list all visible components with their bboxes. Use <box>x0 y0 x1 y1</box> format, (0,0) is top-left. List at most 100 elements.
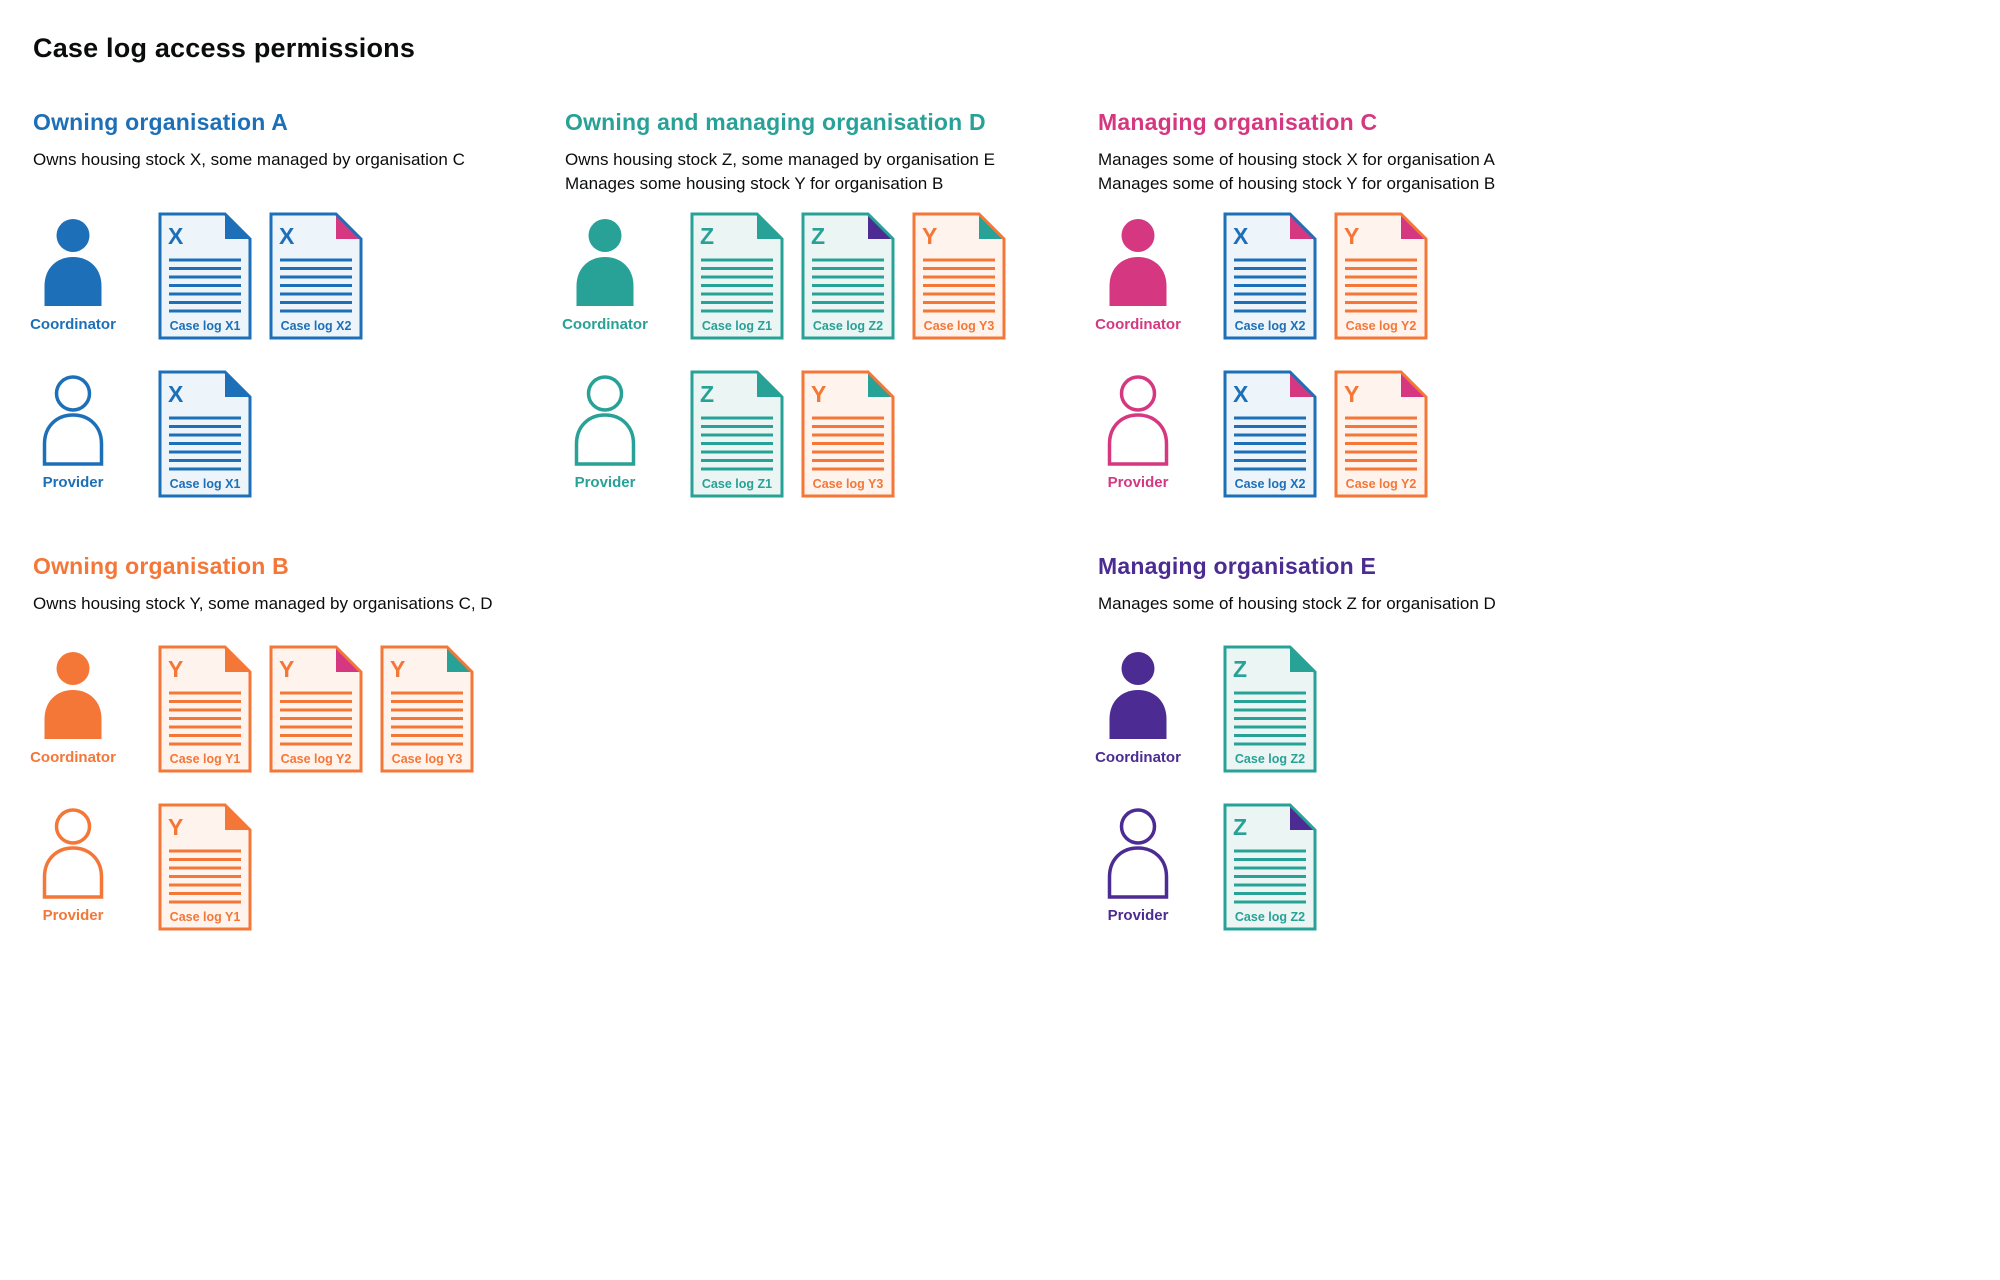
doc-border <box>380 645 474 773</box>
doc-label: Case log X2 <box>1235 319 1306 333</box>
doc-border <box>158 803 252 931</box>
document-icon: X Case log X2 <box>1223 212 1317 340</box>
person-coordinator: Coordinator <box>30 212 116 333</box>
doc-border <box>1223 803 1317 931</box>
doc-border <box>912 212 1006 340</box>
document-icon: Y Case log Y1 <box>158 803 252 931</box>
provider-icon <box>42 808 104 899</box>
permission-row-coordinator: Coordinator Y Case log Y1 Y Case log Y2 … <box>30 645 558 773</box>
case-log-doc: Z Case log Z1 <box>690 212 784 340</box>
coordinator-icon <box>1109 652 1167 739</box>
person-coordinator: Coordinator <box>1095 212 1181 333</box>
section-heading: Owning organisation A <box>33 109 289 135</box>
document-icon: Y Case log Y3 <box>380 645 474 773</box>
person-provider: Provider <box>1098 370 1178 491</box>
page-title: Case log access permissions <box>33 33 416 63</box>
org-section-owning-and-managing-organisation-d: Owning and managing organisation D Owns h… <box>562 108 1090 498</box>
case-log-doc: X Case log X2 <box>269 212 363 340</box>
role-label: Coordinator <box>562 316 648 333</box>
section-description-line: Manages some of housing stock Z for orga… <box>1098 594 1496 613</box>
doc-label: Case log Y2 <box>281 752 352 766</box>
doc-border <box>690 370 784 498</box>
doc-label: Case log X2 <box>281 319 352 333</box>
person-provider: Provider <box>33 803 113 924</box>
permission-row-provider: Provider Y Case log Y1 <box>33 803 558 931</box>
role-label: Provider <box>42 907 104 924</box>
provider-icon <box>1107 808 1169 899</box>
person-coordinator: Coordinator <box>30 645 116 766</box>
doc-label: Case log Z1 <box>702 319 772 333</box>
provider-icon <box>574 375 636 466</box>
doc-label: Case log Y1 <box>170 910 241 924</box>
permission-row-coordinator: Coordinator X Case log X2 Y Case log Y2 <box>1095 212 1578 340</box>
doc-label: Case log X1 <box>170 319 241 333</box>
section-description-line: Manages some of housing stock X for orga… <box>1098 150 1495 169</box>
document-icon: X Case log X2 <box>269 212 363 340</box>
case-log-doc: Y Case log Y2 <box>1334 212 1428 340</box>
document-icon: Z Case log Z1 <box>690 370 784 498</box>
doc-label: Case log Y2 <box>1346 477 1417 491</box>
case-log-doc: Y Case log Y1 <box>158 645 252 773</box>
document-icon: Y Case log Y2 <box>269 645 363 773</box>
case-log-doc: X Case log X1 <box>158 370 252 498</box>
section-description: Owns housing stock X, some managed by or… <box>33 148 538 196</box>
doc-letter: Y <box>168 656 183 682</box>
doc-letter: Y <box>168 814 183 840</box>
doc-letter: Y <box>922 223 937 249</box>
coordinator-icon <box>576 219 634 306</box>
role-label: Provider <box>1107 474 1169 491</box>
role-label: Provider <box>574 474 636 491</box>
role-label: Coordinator <box>1095 749 1181 766</box>
permission-row-provider: Provider Z Case log Z1 Y Case log Y3 <box>565 370 1090 498</box>
doc-border <box>1334 370 1428 498</box>
coordinator-icon <box>44 219 102 306</box>
doc-label: Case log Z1 <box>702 477 772 491</box>
doc-label: Case log Z2 <box>813 319 883 333</box>
role-label: Coordinator <box>1095 316 1181 333</box>
doc-border <box>1334 212 1428 340</box>
coordinator-icon <box>44 652 102 739</box>
section-description-line: Manages some housing stock Y for organis… <box>565 174 944 193</box>
section-description-line: Manages some of housing stock Y for orga… <box>1098 174 1496 193</box>
org-section-managing-organisation-c: Managing organisation C Manages some of h… <box>1095 108 1578 498</box>
doc-letter: Y <box>1344 381 1359 407</box>
case-log-doc: Z Case log Z2 <box>1223 803 1317 931</box>
document-icon: Z Case log Z2 <box>1223 645 1317 773</box>
provider-icon <box>1107 375 1169 466</box>
section-description: Manages some of housing stock X for orga… <box>1098 148 1578 196</box>
case-log-doc: Y Case log Y1 <box>158 803 252 931</box>
doc-letter: Z <box>700 381 714 407</box>
case-log-doc: Y Case log Y2 <box>1334 370 1428 498</box>
doc-border <box>801 370 895 498</box>
doc-letter: Y <box>811 381 826 407</box>
section-description-line: Owns housing stock X, some managed by or… <box>33 150 465 169</box>
doc-label: Case log Y3 <box>813 477 884 491</box>
person-provider: Provider <box>565 370 645 491</box>
doc-letter: Z <box>811 223 825 249</box>
section-description-line: Owns housing stock Z, some managed by or… <box>565 150 995 169</box>
coordinator-icon <box>1109 219 1167 306</box>
document-icon: Y Case log Y3 <box>912 212 1006 340</box>
permission-row-coordinator: Coordinator Z Case log Z2 <box>1095 645 1578 773</box>
case-log-doc: Y Case log Y3 <box>380 645 474 773</box>
case-log-doc: Z Case log Z1 <box>690 370 784 498</box>
case-log-doc: Y Case log Y3 <box>801 370 895 498</box>
case-log-doc: Z Case log Z2 <box>1223 645 1317 773</box>
doc-letter: X <box>279 223 295 249</box>
permission-row-provider: Provider X Case log X2 Y Case log Y2 <box>1098 370 1578 498</box>
doc-letter: X <box>1233 381 1249 407</box>
case-log-doc: Y Case log Y3 <box>912 212 1006 340</box>
doc-letter: Z <box>1233 814 1247 840</box>
case-log-doc: X Case log X2 <box>1223 212 1317 340</box>
role-label: Provider <box>1107 907 1169 924</box>
document-icon: Y Case log Y2 <box>1334 212 1428 340</box>
role-label: Coordinator <box>30 316 116 333</box>
org-section-owning-organisation-a: Owning organisation A Owns housing stock … <box>30 108 538 498</box>
permission-row-coordinator: Coordinator Z Case log Z1 Z Case log Z2 … <box>562 212 1090 340</box>
case-log-doc: X Case log X1 <box>158 212 252 340</box>
doc-label: Case log Y3 <box>924 319 995 333</box>
doc-border <box>1223 212 1317 340</box>
doc-label: Case log Y3 <box>392 752 463 766</box>
section-description: Owns housing stock Z, some managed by or… <box>565 148 1090 196</box>
person-coordinator: Coordinator <box>1095 645 1181 766</box>
